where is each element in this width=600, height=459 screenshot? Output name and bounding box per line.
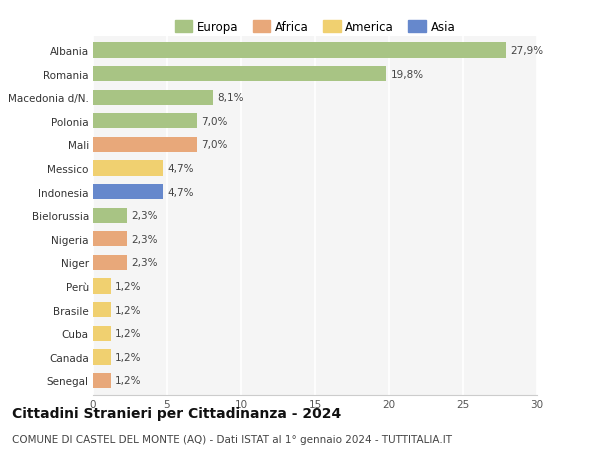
Bar <box>93 137 197 153</box>
Text: 1,2%: 1,2% <box>115 352 142 362</box>
Bar <box>93 161 163 176</box>
Bar <box>93 114 197 129</box>
Bar <box>93 208 127 224</box>
Text: 4,7%: 4,7% <box>167 187 193 197</box>
Bar <box>93 326 111 341</box>
Text: 1,2%: 1,2% <box>115 305 142 315</box>
Bar <box>93 302 111 318</box>
Text: Cittadini Stranieri per Cittadinanza - 2024: Cittadini Stranieri per Cittadinanza - 2… <box>12 406 341 420</box>
Text: 1,2%: 1,2% <box>115 281 142 291</box>
Text: 2,3%: 2,3% <box>131 234 158 244</box>
Text: 4,7%: 4,7% <box>167 163 193 174</box>
Bar <box>93 349 111 365</box>
Text: 19,8%: 19,8% <box>391 69 424 79</box>
Text: 7,0%: 7,0% <box>201 117 227 127</box>
Bar <box>93 255 127 270</box>
Text: 8,1%: 8,1% <box>217 93 244 103</box>
Text: 7,0%: 7,0% <box>201 140 227 150</box>
Text: 1,2%: 1,2% <box>115 375 142 386</box>
Bar <box>93 43 506 58</box>
Bar <box>93 90 213 106</box>
Text: 2,3%: 2,3% <box>131 258 158 268</box>
Legend: Europa, Africa, America, Asia: Europa, Africa, America, Asia <box>170 16 460 38</box>
Text: 2,3%: 2,3% <box>131 211 158 221</box>
Text: 1,2%: 1,2% <box>115 329 142 338</box>
Bar <box>93 185 163 200</box>
Text: 27,9%: 27,9% <box>511 46 544 56</box>
Bar <box>93 232 127 247</box>
Bar <box>93 279 111 294</box>
Bar <box>93 373 111 388</box>
Bar <box>93 67 386 82</box>
Text: COMUNE DI CASTEL DEL MONTE (AQ) - Dati ISTAT al 1° gennaio 2024 - TUTTITALIA.IT: COMUNE DI CASTEL DEL MONTE (AQ) - Dati I… <box>12 434 452 444</box>
